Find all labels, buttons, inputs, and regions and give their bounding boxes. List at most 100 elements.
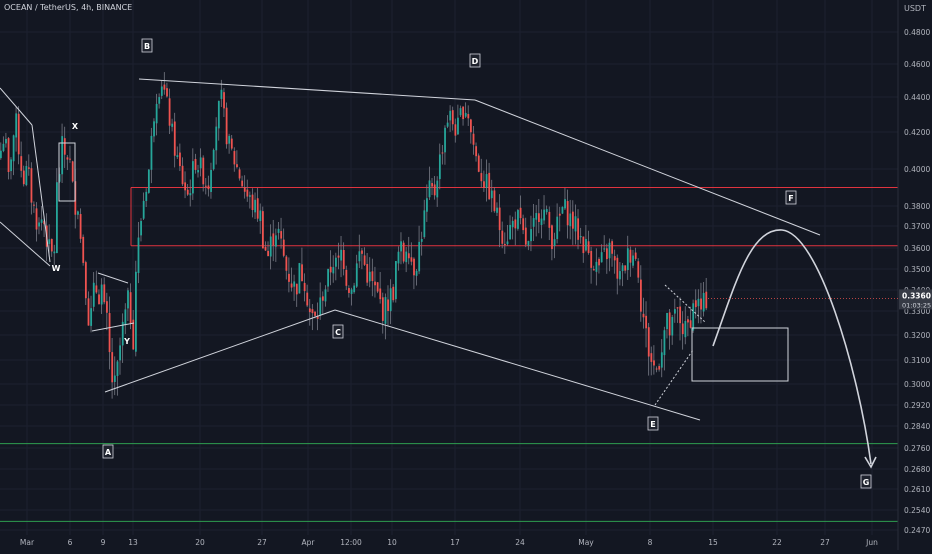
candle-body [12, 135, 15, 162]
x-axis[interactable]: Mar 6 9 13 20 27 Apr 12:00 10 17 24 May 8 15 22 27 Jun [20, 538, 878, 547]
candle-body [236, 164, 238, 168]
candle-body [472, 133, 475, 145]
candle-body [335, 257, 337, 267]
candle-body [166, 88, 168, 97]
candle-body [483, 181, 485, 188]
candle-body [407, 253, 410, 259]
triangle-upper [664, 284, 706, 323]
x-tick-label: 20 [195, 538, 205, 547]
candle-body [108, 313, 111, 353]
candle-body [558, 213, 561, 216]
candle-body [624, 265, 627, 271]
candle-body [329, 266, 332, 273]
candle-body [363, 255, 366, 265]
candle-body [150, 135, 153, 170]
candle-body [179, 152, 181, 167]
candle-body [98, 294, 100, 305]
wave-labels: W X Y A B C D E F G [52, 38, 872, 489]
y-tick-label: 0.3200 [904, 331, 930, 340]
y-tick-label: 0.3600 [904, 244, 930, 253]
candle-body [420, 239, 423, 242]
candle-body [590, 250, 593, 268]
x-tick-label: Mar [20, 538, 35, 547]
y-tick-label: 0.4800 [904, 28, 930, 37]
candle-body [171, 123, 174, 127]
candle-body [650, 353, 653, 362]
drawings [0, 78, 877, 469]
wave-label-c: C [335, 328, 341, 337]
candle-body [687, 319, 689, 323]
candle-body [192, 161, 194, 194]
box-near-x [58, 142, 76, 202]
candle-body [464, 112, 467, 117]
candle-body [186, 189, 189, 195]
candle-body [324, 289, 327, 302]
candle-body [66, 157, 69, 160]
candle-body [629, 249, 632, 263]
candle-body [477, 155, 480, 172]
candle-body [303, 282, 306, 292]
current-price-box [899, 289, 932, 310]
candle-body [640, 279, 642, 312]
candle-body [2, 143, 5, 152]
candle-body [340, 249, 343, 261]
candle-body [79, 214, 82, 239]
candle-body [189, 193, 192, 196]
current-price-value: 0.3360 [902, 291, 931, 300]
candle-body [212, 149, 215, 170]
candle-body [298, 263, 301, 294]
x-tick-label: 9 [101, 538, 106, 547]
trendline-lower-left [0, 221, 51, 267]
candle-body [540, 218, 543, 225]
candle-body [530, 229, 532, 242]
candle-body [535, 213, 538, 220]
candle-body [0, 150, 2, 159]
wave-label-e: E [650, 420, 655, 429]
grid [0, 0, 898, 535]
candle-body [566, 201, 569, 226]
candle-body [121, 321, 124, 346]
candle-body [498, 207, 501, 231]
candle-body [692, 303, 695, 331]
candle-body [295, 283, 298, 295]
candle-body [470, 119, 472, 133]
candle-body [626, 248, 629, 271]
candle-body [293, 281, 296, 287]
candle-body [543, 209, 546, 221]
candle-body [632, 255, 634, 266]
candle-body [374, 281, 376, 286]
candle-body [397, 251, 400, 264]
x-tick-label: 17 [450, 538, 460, 547]
candle-body [395, 261, 397, 300]
candle-body [444, 127, 446, 153]
candle-body [488, 172, 491, 200]
candle-body [556, 216, 559, 239]
candle-body [449, 110, 452, 121]
y-tick-label: 0.2760 [904, 444, 930, 453]
wave-label-box [647, 416, 659, 431]
candle-body [676, 307, 679, 309]
y-axis[interactable]: 0.2470 0.2540 0.2610 0.2680 0.2760 0.2840 0.29… [897, 0, 930, 550]
wave-label-d: D [472, 57, 479, 66]
candle-body [371, 271, 374, 281]
candle-body [564, 199, 566, 209]
x-tick-label: Apr [302, 538, 316, 547]
candle-body [106, 301, 108, 313]
chart-title[interactable]: OCEAN / TetherUS, 4h, BINANCE [4, 3, 133, 12]
candle-body [38, 222, 40, 227]
y-tick-label: 0.4000 [904, 165, 930, 174]
channel-y-lower [91, 322, 135, 332]
candle-body [509, 224, 512, 240]
candle-body [438, 154, 441, 180]
x-tick-label: 27 [820, 538, 830, 547]
candle-body [17, 113, 20, 155]
candle-body [197, 170, 200, 173]
candle-body [355, 263, 358, 287]
candle-body [428, 180, 431, 198]
candle-body [71, 161, 74, 182]
y-tick-label: 0.4200 [904, 128, 930, 137]
candle-body [655, 368, 658, 370]
